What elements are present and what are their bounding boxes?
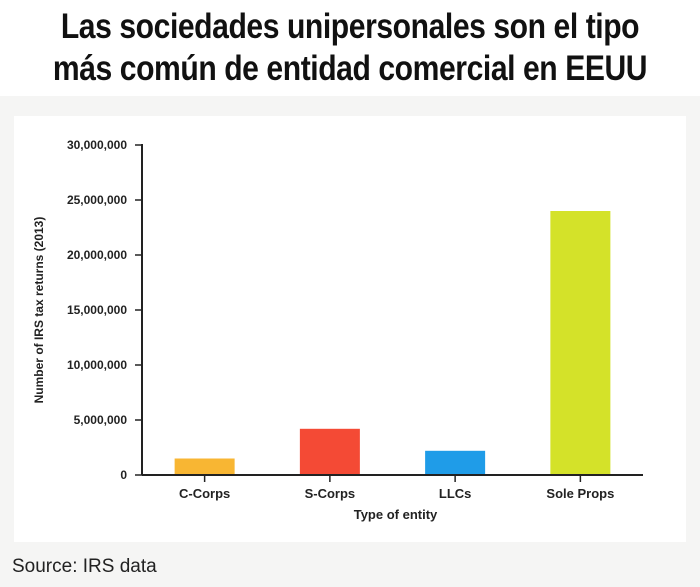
x-tick-label: Sole Props	[546, 486, 614, 501]
title-line-1: Las sociedades unipersonales son el tipo	[49, 6, 651, 48]
y-axis-title: Number of IRS tax returns (2013)	[32, 217, 46, 404]
title-line-2: más común de entidad comercial en EEUU	[49, 48, 651, 90]
y-tick-label: 30,000,000	[67, 138, 127, 152]
source-note: Source: IRS data	[12, 556, 157, 578]
bar-s-corps[interactable]	[300, 429, 360, 474]
bar-sole-props[interactable]	[550, 211, 610, 474]
bar-c-corps[interactable]	[175, 459, 235, 475]
y-tick-label: 15,000,000	[67, 303, 127, 317]
y-tick-label: 0	[120, 468, 127, 482]
x-tick-label: S-Corps	[305, 486, 356, 501]
y-tick-label: 20,000,000	[67, 248, 127, 262]
y-tick-label: 10,000,000	[67, 358, 127, 372]
x-tick-label: C-Corps	[179, 486, 230, 501]
bar-chart: 0 5,000,000 10,000,000 15,000,000 20,000,000…	[0, 96, 700, 546]
x-axis-title: Type of entity	[354, 507, 438, 522]
y-tick-label: 5,000,000	[74, 413, 128, 427]
y-tick-label: 25,000,000	[67, 193, 127, 207]
bar-llcs[interactable]	[425, 451, 485, 474]
x-tick-label: LLCs	[439, 486, 472, 501]
chart-title: Las sociedades unipersonales son el tipo…	[49, 6, 651, 90]
